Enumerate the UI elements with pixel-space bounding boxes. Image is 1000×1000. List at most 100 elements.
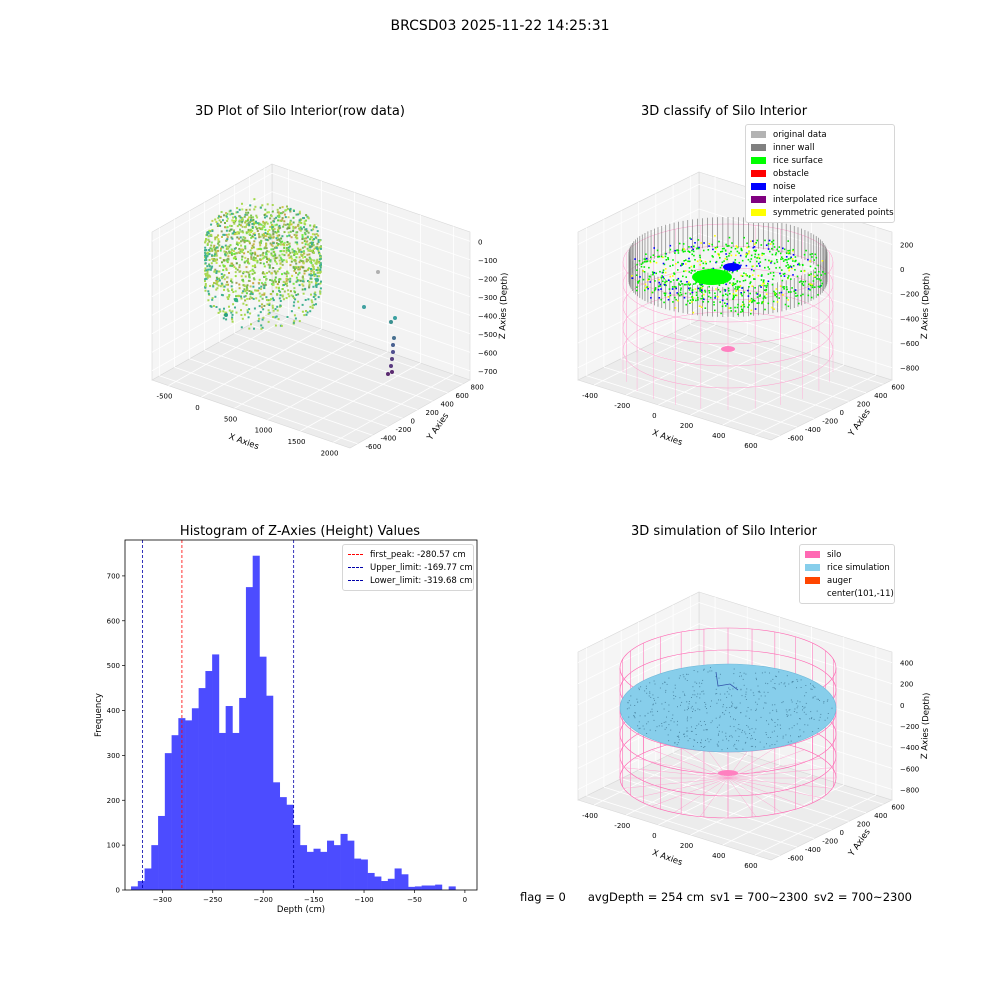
plot4-ytick: 400 xyxy=(874,812,887,820)
histogram-bars xyxy=(131,555,456,890)
histogram-title: Histogram of Z-Axies (Height) Values xyxy=(179,524,421,539)
histogram-bar xyxy=(205,671,213,890)
histogram-bar xyxy=(394,868,402,890)
plot1-ztick: −100 xyxy=(478,257,497,265)
histogram-legend-item: first_peak: -280.57 cm xyxy=(348,548,468,561)
histogram-bar xyxy=(144,868,152,890)
plot4-ytick: -200 xyxy=(822,838,838,846)
histogram-xlabel: Depth (cm) xyxy=(277,905,325,915)
histogram-bar xyxy=(252,555,260,890)
plot2-ytick: 400 xyxy=(874,392,887,400)
plot2-xtick: -200 xyxy=(614,402,630,410)
plot1-stray-point xyxy=(391,350,395,354)
plot1-stray-point xyxy=(391,343,395,347)
histogram-xtick-label: 0 xyxy=(463,896,467,904)
legend-label: rice simulation xyxy=(827,562,890,573)
plot1-xtick: 1000 xyxy=(255,427,273,435)
histogram-bar xyxy=(198,688,206,890)
plot4-legend-item: auger xyxy=(805,574,889,587)
histogram-bar xyxy=(151,845,159,890)
plot1-ytick: 200 xyxy=(426,409,439,417)
plot2-ytick: 600 xyxy=(891,383,904,391)
figure-title: BRCSD03 2025-11-22 14:25:31 xyxy=(390,18,610,34)
plot1-title: 3D Plot of Silo Interior(row data) xyxy=(195,104,405,119)
histogram-bar xyxy=(421,885,429,890)
legend-line-swatch xyxy=(348,554,363,555)
histogram-bar xyxy=(272,782,281,890)
histogram-ytick-label: 500 xyxy=(107,662,120,670)
plot2-bottom-center xyxy=(721,346,735,352)
plot4-xtick: -200 xyxy=(614,822,630,830)
plot1-xtick: -500 xyxy=(157,393,173,401)
histogram-legend-item: Lower_limit: -319.68 cm xyxy=(348,574,472,587)
histogram-bar xyxy=(239,697,247,890)
histogram-legend: first_peak: -280.57 cm Upper_limit: -169.… xyxy=(342,544,474,591)
plot1-stray-point xyxy=(386,372,390,376)
plot1-xtick: 0 xyxy=(195,404,199,412)
histogram-bar xyxy=(218,732,226,890)
plot4-legend-item: silo xyxy=(805,548,889,561)
plot4-ztick: −800 xyxy=(900,786,919,794)
plot4-legend-item: rice simulation xyxy=(805,561,890,574)
plot4-points xyxy=(619,627,837,819)
plot1-ztick: −400 xyxy=(478,312,497,320)
plot1-ztick: −600 xyxy=(478,349,497,357)
histogram-bar xyxy=(360,859,368,890)
plot2-legend-item: inner wall xyxy=(751,141,889,154)
histogram-xtick-label: −50 xyxy=(407,896,422,904)
legend-label: auger xyxy=(827,575,852,586)
histogram-bar xyxy=(225,706,233,890)
legend-label: obstacle xyxy=(773,168,809,179)
plot2-legend-item: interpolated rice surface xyxy=(751,193,889,206)
plot2-points xyxy=(622,217,834,410)
histogram-bar xyxy=(185,720,193,890)
plot1-ztick: 0 xyxy=(478,238,482,246)
histogram-bar xyxy=(435,884,443,890)
histogram-bar xyxy=(191,708,199,890)
histogram-bar xyxy=(245,587,253,890)
plot2-rice-mound xyxy=(692,269,732,285)
histogram-bar xyxy=(171,735,179,890)
histogram-bar xyxy=(259,656,267,890)
legend-swatch xyxy=(751,183,766,190)
plot4-title: 3D simulation of Silo Interior xyxy=(631,524,817,539)
histogram-bar xyxy=(428,885,436,890)
plot4-ytick: 200 xyxy=(857,820,870,828)
plot4-legend-item: center(101,-11) xyxy=(805,587,894,600)
plot1-ztick: −700 xyxy=(478,368,497,376)
histogram-plot-area: −300 −250 −200 −150 −100 −50 0 0 100 200 300 400 500… xyxy=(94,539,478,915)
sv2-text: sv2 = 700~2300 xyxy=(814,890,912,904)
legend-swatch xyxy=(751,170,766,177)
plot1-stray-point xyxy=(390,357,394,361)
histogram-bar xyxy=(333,845,341,890)
plot2-legend-item: original data xyxy=(751,128,889,141)
plot1-ztick: −200 xyxy=(478,275,497,283)
plot1-ztick: −300 xyxy=(478,294,497,302)
histogram-bar xyxy=(313,848,321,890)
plot2-zlabel: Z Axies (Depth) xyxy=(920,272,932,339)
plot4-ytick: -400 xyxy=(805,846,821,854)
plot1-xtick: 500 xyxy=(224,415,237,423)
plot1-ytick: -200 xyxy=(396,426,412,434)
plot1-points xyxy=(204,198,397,376)
plot2-xtick: 600 xyxy=(744,442,757,450)
plot4-xtick: 0 xyxy=(652,832,656,840)
plot4-legend: silo rice simulation auger center(101,-11) xyxy=(799,544,895,604)
sv1-text: sv1 = 700~2300 xyxy=(710,890,809,904)
histogram-bar xyxy=(387,878,395,890)
plot4-ztick: −400 xyxy=(900,744,919,752)
plot4-zlabel: Z Axies (Depth) xyxy=(920,692,932,759)
plot4-ylabel: Y Axies xyxy=(846,827,873,859)
histogram-bar xyxy=(178,718,186,890)
histogram-ytick-label: 200 xyxy=(107,797,120,805)
plot1-stray-point xyxy=(315,278,319,282)
plot2-legend-item: noise xyxy=(751,180,889,193)
plot1-ytick: -600 xyxy=(366,443,382,451)
plot4-xtick: 200 xyxy=(680,842,693,850)
plot2-legend-item: obstacle xyxy=(751,167,889,180)
plot2-ztick: −400 xyxy=(900,315,919,323)
plot4-rice-surface xyxy=(619,663,837,753)
histogram-bar xyxy=(347,840,355,890)
